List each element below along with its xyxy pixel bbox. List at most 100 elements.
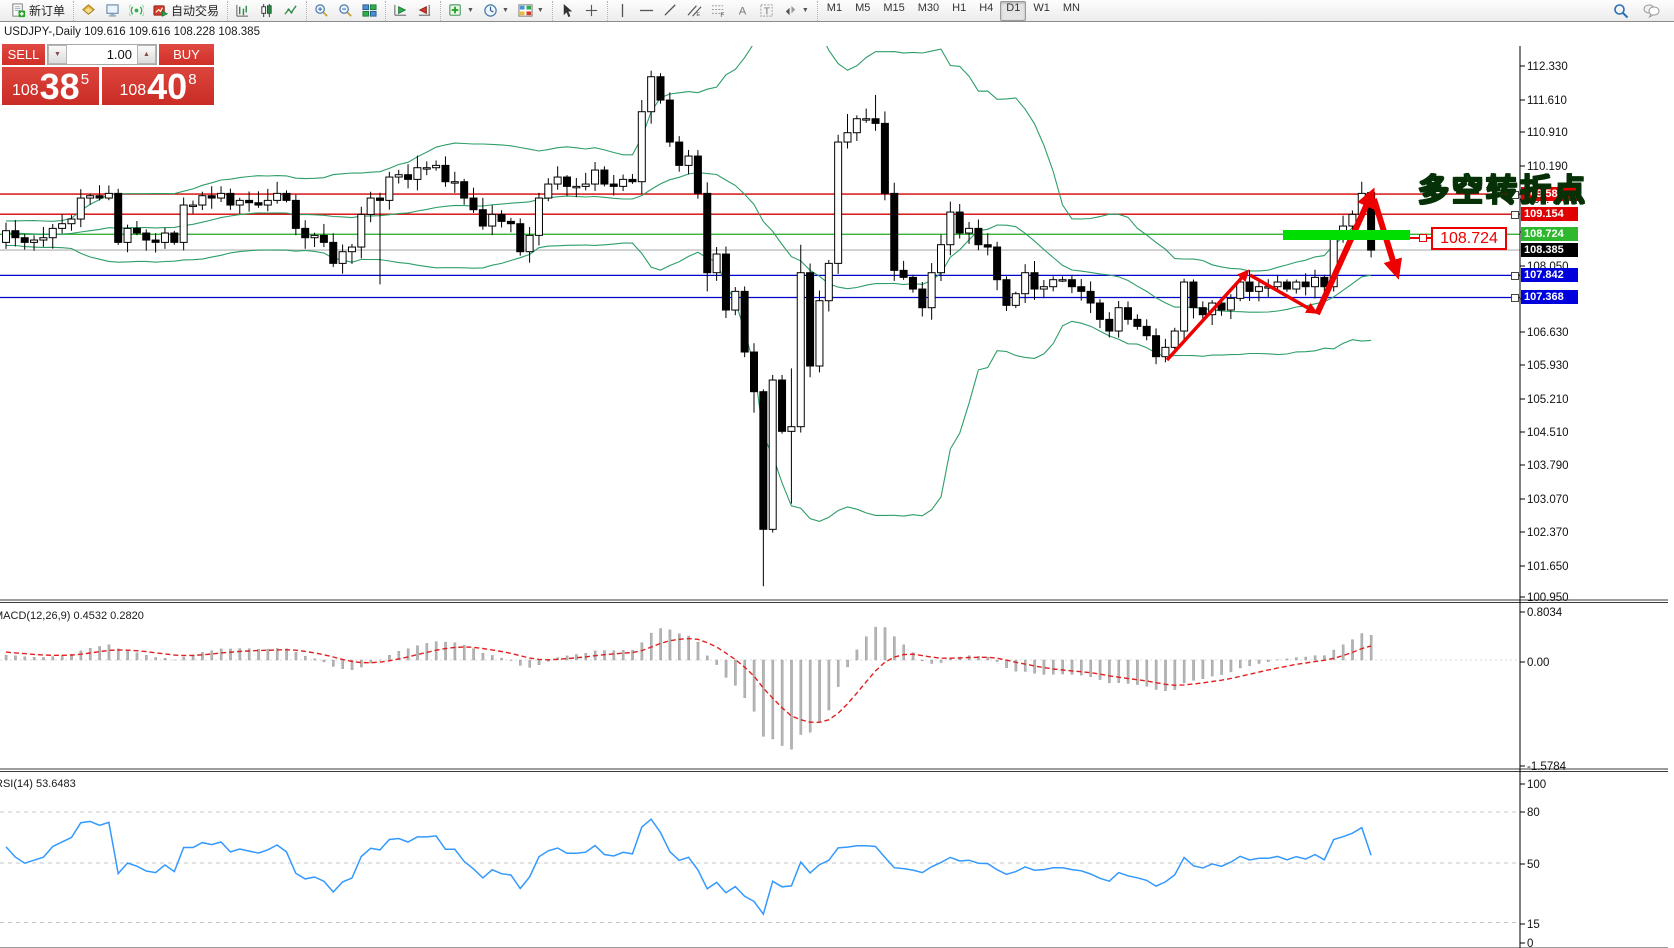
macd-histogram-bar <box>1126 659 1130 684</box>
svg-text:106.630: 106.630 <box>1527 327 1569 339</box>
timeframe-h1[interactable]: H1 <box>952 1 967 14</box>
search-button[interactable] <box>1609 0 1633 21</box>
svg-text:E: E <box>696 12 700 18</box>
macd-histogram-bar <box>304 655 307 661</box>
add-indicator-button[interactable]: ▼ <box>444 0 478 21</box>
zoom-in-button[interactable] <box>310 0 333 21</box>
new-order-icon <box>12 3 26 18</box>
buy-price-prefix: 108 <box>119 82 147 99</box>
price-axis-badge: 108.385 <box>1521 243 1578 257</box>
macd-histogram-bar <box>790 659 793 750</box>
one-click-trade-panel: SELL ▼ 1.00 ▲ BUY 108 38 5 108 40 8 <box>2 44 214 105</box>
macd-histogram-bar <box>500 657 503 661</box>
bar-chart-button[interactable] <box>231 0 254 21</box>
auto-scroll-button[interactable] <box>389 0 412 21</box>
macd-histogram-bar <box>491 655 494 661</box>
bollinger-band-line[interactable] <box>6 22 1372 272</box>
fibonacci-button[interactable]: F <box>707 0 730 21</box>
trend-arrow[interactable] <box>1314 187 1375 316</box>
market-depth-button[interactable] <box>77 0 100 21</box>
svg-text:100.950: 100.950 <box>1527 592 1569 604</box>
line-chart-button[interactable] <box>279 0 302 21</box>
macd-histogram-bar <box>388 655 391 661</box>
macd-histogram-bar <box>1304 656 1308 661</box>
timeframe-m1[interactable]: M1 <box>826 1 843 14</box>
horizontal-line-button[interactable] <box>635 0 658 21</box>
buy-price-box[interactable]: 108 40 8 <box>102 67 214 105</box>
new-order-button[interactable]: 新订单 <box>7 0 69 21</box>
svg-text:110.190: 110.190 <box>1527 161 1568 173</box>
signals-button[interactable] <box>125 0 148 21</box>
crosshair-button[interactable] <box>580 0 603 21</box>
chart-canvas[interactable]: 112.330111.610110.910110.190109.490108.7… <box>0 22 1674 948</box>
fibonacci-icon: F <box>711 5 724 18</box>
timeframe-m15[interactable]: M15 <box>883 1 905 14</box>
line-select-handle[interactable] <box>1511 294 1519 302</box>
zoom-out-button[interactable] <box>334 0 357 21</box>
sell-price-box[interactable]: 108 38 5 <box>2 67 99 105</box>
macd-histogram-bar <box>1257 659 1261 664</box>
supply-zone-bar[interactable] <box>1283 230 1410 240</box>
trend-arrow[interactable] <box>1249 273 1319 314</box>
line-select-handle[interactable] <box>1511 211 1519 219</box>
price-callout-handle[interactable] <box>1419 234 1427 242</box>
volume-value[interactable]: 1.00 <box>106 47 132 62</box>
auto-trading-button[interactable]: 自动交易 <box>149 0 223 21</box>
periods-button[interactable]: ▼ <box>479 0 513 21</box>
macd-histogram-bar <box>762 659 765 737</box>
timeframe-mn[interactable]: MN <box>1062 1 1080 14</box>
timeframe-m5[interactable]: M5 <box>855 1 871 14</box>
macd-histogram-bar <box>322 659 326 663</box>
terminal-button[interactable] <box>101 0 124 21</box>
text-label-icon: T <box>760 4 773 17</box>
macd-histogram-bar <box>1238 659 1242 669</box>
templates-button[interactable]: ▼ <box>514 0 548 21</box>
line-select-handle[interactable] <box>1511 191 1519 199</box>
macd-histogram-bar <box>1210 659 1214 677</box>
svg-text:15: 15 <box>1527 919 1540 931</box>
macd-histogram-bar <box>369 659 373 664</box>
volume-increase-icon[interactable]: ▲ <box>137 45 156 64</box>
macd-histogram-bar <box>977 656 980 661</box>
bollinger-band-line[interactable] <box>6 242 1372 522</box>
arrows-button[interactable]: ▼ <box>779 0 813 21</box>
vertical-line-button[interactable] <box>611 0 634 21</box>
text-button[interactable]: A <box>731 0 754 21</box>
channel-button[interactable]: E <box>683 0 706 21</box>
volume-decrease-icon[interactable]: ▼ <box>48 45 67 64</box>
chart-shift-button[interactable] <box>413 0 436 21</box>
macd-histogram-bar <box>1014 659 1018 672</box>
macd-histogram-bar <box>145 655 148 661</box>
buy-button[interactable]: BUY <box>159 44 214 65</box>
auto-scroll-icon <box>394 4 407 16</box>
timeframe-h4[interactable]: H4 <box>979 1 994 14</box>
price-callout-box[interactable]: 108.724 <box>1431 227 1507 250</box>
volume-stepper[interactable]: ▼ 1.00 ▲ <box>47 44 157 65</box>
sell-button[interactable]: SELL <box>2 44 45 65</box>
auto-trading-label: 自动交易 <box>171 4 220 18</box>
text-label-button[interactable]: T <box>755 0 778 21</box>
trendline-button[interactable] <box>659 0 682 21</box>
timeframe-d1[interactable]: D1 <box>1000 0 1027 21</box>
cursor-button[interactable] <box>556 0 579 21</box>
macd-histogram-bar <box>1295 657 1298 661</box>
macd-histogram-bar <box>687 635 690 661</box>
candles <box>2 70 1376 587</box>
line-select-handle[interactable] <box>1511 272 1519 280</box>
chat-button[interactable] <box>1639 0 1664 21</box>
macd-histogram-bar <box>163 658 167 661</box>
macd-histogram-bar <box>696 642 700 661</box>
macd-histogram-bar <box>4 655 8 661</box>
timeframe-w1[interactable]: W1 <box>1033 1 1050 14</box>
crosshair-icon <box>585 4 597 17</box>
timeframe-m30[interactable]: M30 <box>917 1 940 14</box>
chart-window[interactable]: 112.330111.610110.910110.190109.490108.7… <box>0 22 1674 948</box>
trend-arrow[interactable] <box>1165 269 1250 362</box>
periods-dropdown-icon: ▼ <box>501 7 509 14</box>
macd-histogram-bar <box>855 649 859 661</box>
tile-windows-button[interactable] <box>358 0 381 21</box>
macd-label: MACD(12,26,9) 0.4532 0.2820 <box>0 610 144 622</box>
candlestick-chart-button[interactable] <box>255 0 278 21</box>
macd-histogram-bar <box>1070 659 1074 675</box>
macd-histogram-bar <box>612 650 616 661</box>
